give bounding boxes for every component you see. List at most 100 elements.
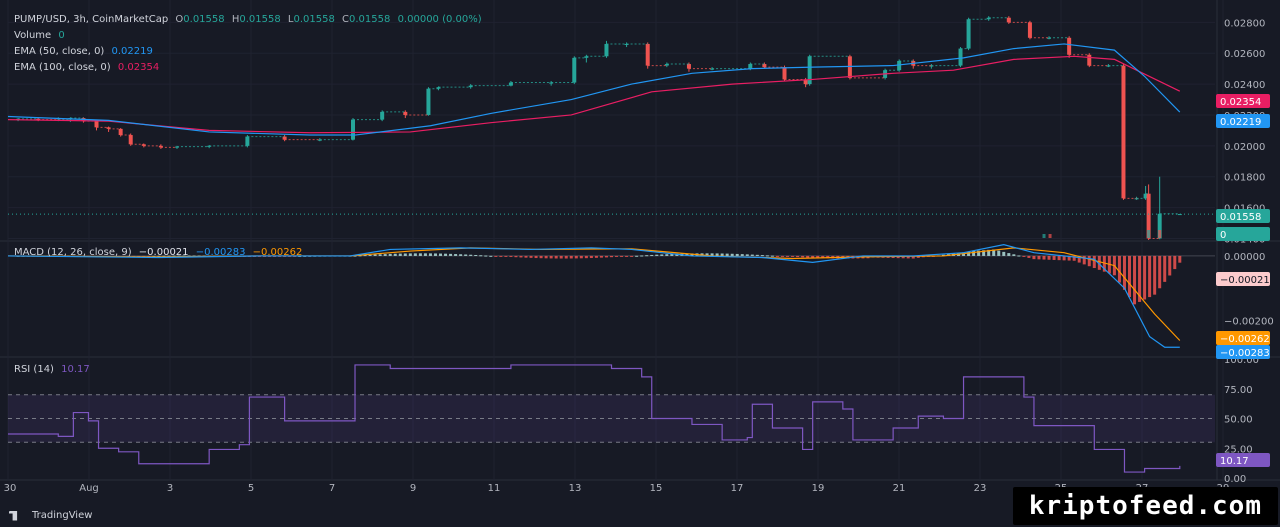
x-tick-label: Aug bbox=[79, 483, 99, 494]
candle-body bbox=[508, 82, 513, 86]
ema100-badge-text: 0.02354 bbox=[1220, 97, 1261, 108]
candle-body bbox=[1067, 37, 1072, 55]
candle-body bbox=[686, 64, 691, 69]
price-tick-label: 0.02400 bbox=[1224, 80, 1265, 91]
macd-histogram-bar bbox=[1143, 255, 1147, 300]
macd-histogram-bar bbox=[539, 255, 543, 259]
rsi-badge: 10.17 bbox=[1216, 453, 1270, 467]
candle-body bbox=[847, 56, 852, 78]
macd-histogram-bar bbox=[640, 255, 644, 257]
candle-body bbox=[1143, 193, 1148, 199]
macd-histogram-bar bbox=[775, 255, 779, 257]
x-tick-label: 11 bbox=[488, 483, 501, 494]
macd-histogram-bar bbox=[630, 255, 634, 257]
macd-histogram-bar bbox=[373, 254, 377, 256]
rsi-tick-label: 0.00 bbox=[1224, 474, 1246, 485]
macd-histogram-bar bbox=[1067, 255, 1071, 261]
macd-histogram-bar bbox=[1037, 255, 1041, 260]
macd-histogram-bar bbox=[464, 254, 468, 256]
macd-histogram-bar bbox=[1133, 255, 1137, 305]
macd-line-value: −0.00283 bbox=[195, 247, 246, 258]
macd-histogram-bar bbox=[625, 255, 629, 257]
price-legend: PUMP/USD, 3h, CoinMarketCap O0.01558 H0.… bbox=[14, 12, 486, 76]
tradingview-logo[interactable]: TradingView bbox=[9, 510, 92, 521]
ema100-badge: 0.02354 bbox=[1216, 94, 1270, 108]
macd-histogram-bar bbox=[992, 249, 996, 256]
macd-histogram-bar bbox=[916, 255, 920, 258]
rsi-tick-label: 75.00 bbox=[1224, 385, 1253, 396]
macd-histogram-bar bbox=[770, 255, 774, 257]
candle-body bbox=[282, 136, 287, 140]
macd-histogram-bar bbox=[484, 255, 488, 257]
candle-body bbox=[403, 111, 408, 115]
macd-histogram-bar bbox=[499, 255, 503, 257]
watermark: kriptofeed.com bbox=[1012, 487, 1278, 525]
last-price-badge: 0.01558 bbox=[1216, 209, 1270, 223]
candle-body bbox=[436, 87, 441, 89]
macd-histogram-bar bbox=[459, 254, 463, 256]
candle bbox=[897, 59, 902, 72]
candle-body bbox=[1157, 213, 1162, 239]
candle-body bbox=[807, 56, 812, 85]
macd-histogram-bar bbox=[997, 250, 1001, 256]
rsi-badge-text: 10.17 bbox=[1220, 456, 1249, 467]
macd-histogram-bar bbox=[1163, 255, 1167, 282]
macd-histogram-bar bbox=[353, 255, 357, 257]
candle-body bbox=[106, 127, 111, 129]
macd-histogram-bar bbox=[670, 254, 674, 256]
candle bbox=[1157, 176, 1162, 240]
macd-histogram-bar bbox=[1017, 255, 1021, 257]
candle bbox=[762, 62, 767, 69]
candle-body bbox=[351, 119, 356, 140]
macd-histogram-bar bbox=[1178, 255, 1182, 263]
ema100-line bbox=[7, 55, 1181, 134]
macd-histogram-bar bbox=[444, 253, 448, 256]
macd-histogram-bar bbox=[579, 255, 583, 259]
macd-histogram-bar bbox=[569, 255, 573, 259]
last-price-badge-bg bbox=[1216, 209, 1270, 223]
candle-body bbox=[1177, 214, 1182, 216]
rsi-tick-label: 50.00 bbox=[1224, 415, 1253, 426]
macd-histogram-bar bbox=[589, 255, 593, 259]
macd-histogram-bar bbox=[982, 250, 986, 256]
candle bbox=[245, 135, 250, 148]
rsi-line bbox=[8, 364, 1181, 473]
macd-histogram-bar bbox=[469, 254, 473, 256]
candle-body bbox=[1121, 65, 1126, 199]
macd-histogram-bar bbox=[1012, 254, 1016, 256]
macd-histogram-bar bbox=[967, 251, 971, 256]
x-tick-label: 13 bbox=[569, 483, 582, 494]
macd-histogram-bar bbox=[1158, 255, 1162, 289]
macd-hist-value: −0.00021 bbox=[138, 247, 189, 258]
macd-histogram-bar bbox=[1032, 255, 1036, 260]
macd-histogram-bar bbox=[735, 253, 739, 256]
candle bbox=[94, 120, 99, 131]
symbol-title: PUMP/USD, 3h, CoinMarketCap bbox=[14, 14, 169, 25]
macd-histogram-bar bbox=[796, 255, 800, 258]
candle-body bbox=[604, 43, 609, 57]
macd-histogram-bar bbox=[494, 255, 498, 257]
volume-bar bbox=[1042, 234, 1046, 238]
volume-bar bbox=[1158, 230, 1162, 238]
macd-histogram-bar bbox=[750, 254, 754, 256]
ema50-line bbox=[7, 43, 1181, 136]
macd-histogram-bar bbox=[514, 255, 518, 258]
macd-histogram-bar bbox=[1122, 255, 1126, 290]
macd-histogram-bar bbox=[1168, 255, 1172, 276]
macd-histogram-bar bbox=[811, 255, 815, 258]
rsi-badge-bg bbox=[1216, 453, 1270, 467]
macd-pane bbox=[7, 243, 1215, 348]
candle-body bbox=[141, 144, 146, 146]
ema50-badge-bg bbox=[1216, 114, 1270, 128]
macd-tick-label: 0.00000 bbox=[1224, 252, 1265, 263]
ema50-label: EMA (50, close, 0) bbox=[14, 46, 105, 57]
candle-body bbox=[1006, 17, 1011, 23]
candle-body bbox=[748, 64, 753, 69]
macd-histogram-bar bbox=[1102, 255, 1106, 272]
price-change: 0.00000 (0.00%) bbox=[397, 14, 482, 25]
macd-histogram-bar bbox=[413, 253, 417, 256]
rsi-tick-label: 25.00 bbox=[1224, 444, 1253, 455]
volume-row: Volume 0 bbox=[14, 28, 486, 44]
